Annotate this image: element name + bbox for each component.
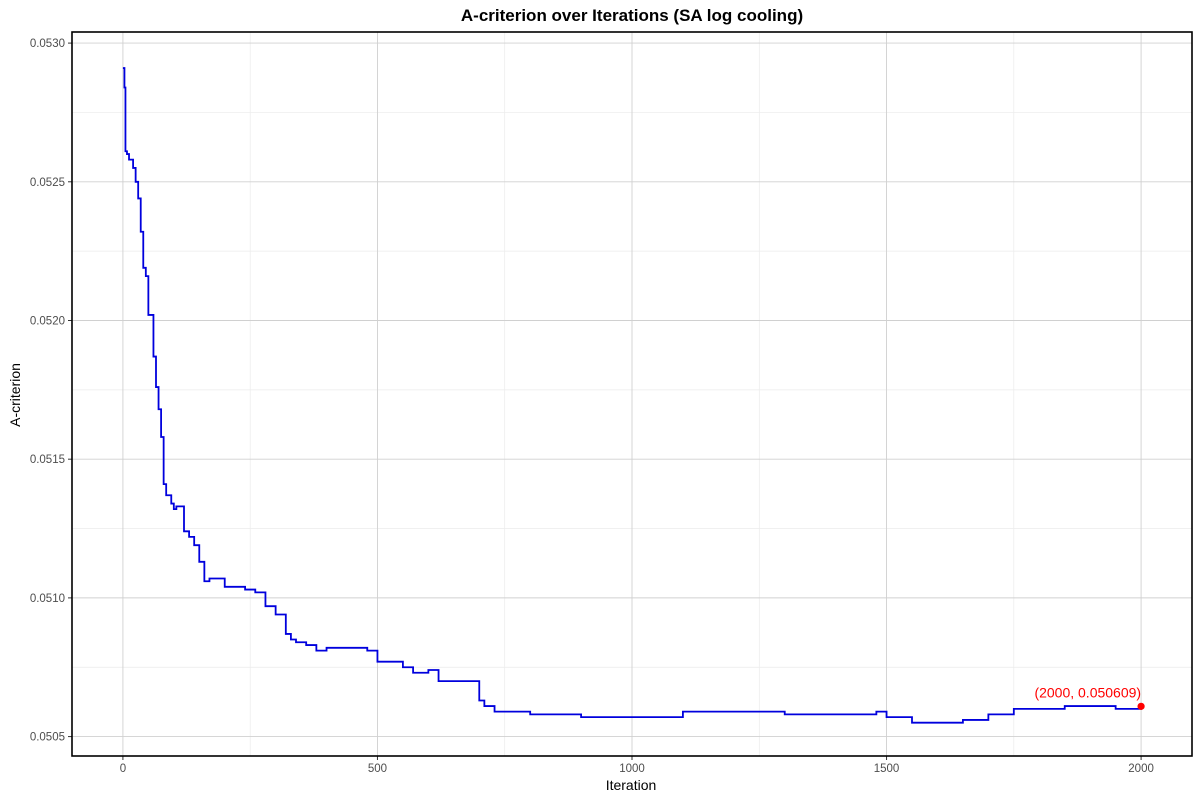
x-axis-label: Iteration [606,777,657,793]
y-tick-label: 0.0510 [30,593,65,605]
y-tick-label: 0.0520 [30,315,65,327]
y-axis-label: A-criterion [7,363,23,427]
x-axis-ticks: 0 500 1000 1500 2000 [120,756,1154,775]
y-tick-label: 0.0515 [30,454,65,466]
final-point-marker [1137,702,1145,710]
y-tick-label: 0.0525 [30,177,65,189]
chart-title: A-criterion over Iterations (SA log cool… [461,6,803,25]
annotation-layer: (2000, 0.050609) [1034,684,1145,710]
y-axis-ticks: 0.0505 0.0510 0.0515 0.0520 0.0525 0.0530 [30,38,72,744]
x-tick-label: 2000 [1128,763,1154,775]
final-point-label: (2000, 0.050609) [1034,684,1141,700]
grid-lines [72,32,1192,756]
x-tick-label: 1000 [619,763,645,775]
x-tick-label: 1500 [874,763,900,775]
plot-border [71,31,1193,757]
x-tick-label: 500 [368,763,387,775]
x-tick-label: 0 [120,763,126,775]
y-tick-label: 0.0530 [30,38,65,50]
series-line [122,67,1142,724]
y-tick-label: 0.0505 [30,732,65,744]
series-layer [122,67,1142,724]
